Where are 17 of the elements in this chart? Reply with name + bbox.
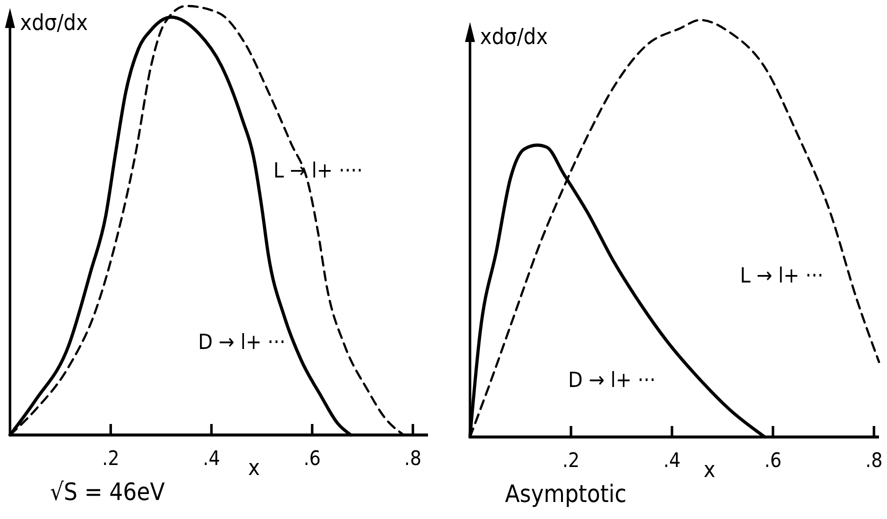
x-tick-label: .2 [562, 448, 580, 472]
x-tick-label: .4 [663, 448, 681, 472]
x-tick-label: .4 [202, 446, 220, 470]
x-tick-label: .2 [102, 446, 120, 470]
x-tick-label: .8 [865, 448, 883, 472]
x-axis-title: x [248, 456, 260, 481]
x-tick-label: .6 [304, 446, 321, 470]
series-label: L → l+ ··· [740, 264, 824, 288]
text: √S = 46eV [50, 478, 166, 506]
y-axis-title: xdσ/dx [20, 11, 88, 36]
series-label: D → l+ ··· [198, 330, 286, 354]
x-tick-label: .8 [404, 446, 422, 470]
x-axis-title: x [704, 458, 716, 483]
text: Asymptotic [505, 480, 627, 508]
series-label: D → l+ ··· [568, 368, 656, 392]
x-tick-label: .6 [764, 448, 782, 472]
y-axis-title: xdσ/dx [480, 25, 548, 50]
